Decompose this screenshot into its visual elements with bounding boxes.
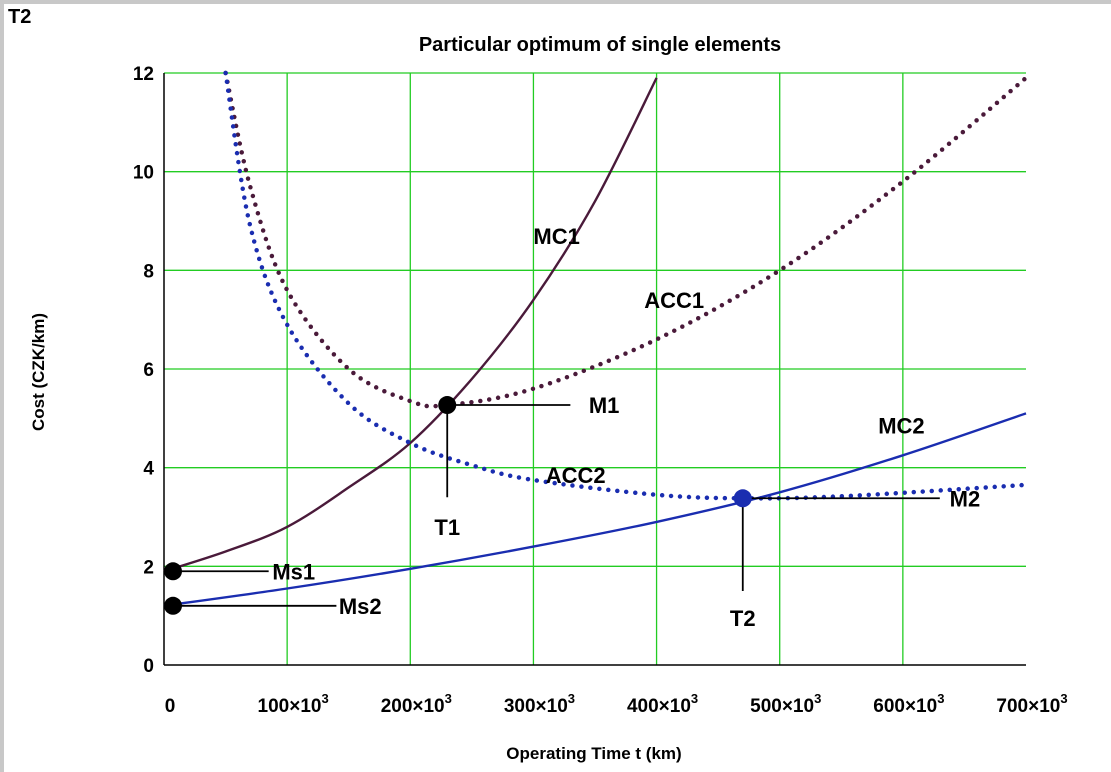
y-tick-label: 2 <box>143 557 154 578</box>
point-ms1 <box>164 562 182 581</box>
label-t2: T2 <box>730 606 756 631</box>
frame-top-border <box>0 0 1111 4</box>
x-tick-label: 700×103 <box>996 691 1067 717</box>
y-tick-label: 10 <box>133 163 154 184</box>
label-m2: M2 <box>950 486 981 511</box>
x-tick-label: 300×103 <box>504 691 575 717</box>
x-tick-label: 400×103 <box>627 691 698 717</box>
grid <box>163 72 1026 666</box>
frame-left-border <box>0 0 4 772</box>
label-ms1: Ms1 <box>272 559 315 584</box>
point-m1 <box>438 396 457 415</box>
x-tick-label: 500×103 <box>750 691 821 717</box>
annotations: MC1 ACC1 MC2 ACC2 M1 M2 T1 T2 Ms1 Ms2 <box>164 224 980 631</box>
figure-tag: T2 <box>8 6 32 28</box>
series-mc2-line <box>163 412 1027 607</box>
label-acc1: ACC1 <box>644 288 704 313</box>
chart-title: Particular optimum of single elements <box>419 34 781 56</box>
series-acc2-line <box>223 70 1029 501</box>
point-m2 <box>733 489 752 508</box>
label-t1: T1 <box>434 515 460 540</box>
label-mc1: MC1 <box>533 224 579 249</box>
tick-labels: 0 2 4 6 8 10 12 0 100×103 200×103 300×103 400×103 50… <box>133 64 1068 717</box>
series-layer <box>163 70 1029 607</box>
y-tick-label: 8 <box>143 261 154 282</box>
y-tick-label: 12 <box>133 64 154 85</box>
label-mc2: MC2 <box>878 414 924 439</box>
x-tick-label: 100×103 <box>258 691 329 717</box>
points <box>164 396 752 615</box>
x-tick-label: 0 <box>165 696 176 717</box>
label-m1: M1 <box>589 393 620 418</box>
x-axis-title: Operating Time t (km) <box>506 744 681 763</box>
x-tick-label: 600×103 <box>873 691 944 717</box>
label-acc2: ACC2 <box>546 463 606 488</box>
label-ms2: Ms2 <box>339 594 382 619</box>
series-acc1-line <box>223 70 1029 409</box>
y-tick-label: 4 <box>143 459 154 480</box>
point-ms2 <box>164 596 182 615</box>
y-tick-label: 6 <box>143 360 154 381</box>
y-tick-label: 0 <box>143 656 154 677</box>
series-mc1-line <box>163 77 658 573</box>
y-axis-title: Cost (CZK/km) <box>29 313 48 431</box>
x-tick-label: 200×103 <box>381 691 452 717</box>
